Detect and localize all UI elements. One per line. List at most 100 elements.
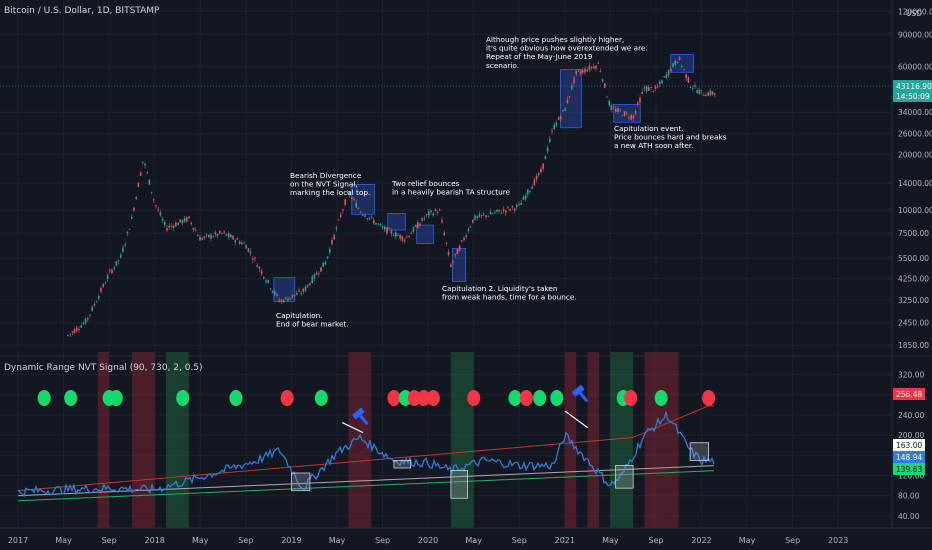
candle-body bbox=[513, 208, 516, 211]
candle-body bbox=[76, 327, 78, 331]
price-tick-label: 26000.00 bbox=[898, 130, 932, 139]
candle-body bbox=[267, 280, 269, 283]
candle-body bbox=[685, 74, 687, 79]
candle-body bbox=[296, 293, 298, 295]
candle-body bbox=[148, 179, 151, 185]
indicator-highlight-box bbox=[615, 465, 634, 489]
time-tick-label: May bbox=[55, 536, 72, 545]
candle-body bbox=[480, 215, 483, 216]
time-tick-label: May bbox=[739, 536, 756, 545]
price-tick-label: 5500.00 bbox=[898, 254, 929, 263]
candle-body bbox=[73, 329, 76, 334]
candle-body bbox=[483, 214, 485, 216]
candle-body bbox=[197, 234, 199, 237]
indicator-tick-label: 200.00 bbox=[898, 431, 924, 440]
nvt-value: 148.94 bbox=[896, 453, 922, 462]
candle-body bbox=[194, 230, 197, 231]
candle-body bbox=[432, 213, 434, 216]
candle-body bbox=[700, 90, 703, 92]
candle-body bbox=[696, 90, 698, 94]
candle-body bbox=[524, 195, 527, 200]
candle-body bbox=[568, 95, 571, 97]
candle-body bbox=[692, 88, 694, 89]
candle-body bbox=[269, 288, 272, 290]
candle-body bbox=[452, 261, 454, 263]
candle-body bbox=[412, 227, 415, 232]
candle-body bbox=[353, 199, 355, 200]
candle-body bbox=[584, 68, 586, 73]
candle-body bbox=[518, 203, 520, 205]
buy-signal-dot bbox=[176, 390, 190, 406]
countdown-label: 14:50:09 bbox=[896, 92, 930, 101]
candle-body bbox=[593, 66, 595, 69]
green-signal-zone bbox=[450, 352, 474, 528]
annotation-text: Bearish Divergence on the NVT Signal, mark… bbox=[290, 171, 370, 197]
candle-body bbox=[111, 269, 113, 274]
red-signal-zone bbox=[667, 352, 679, 528]
upper-band-badge: 256.48 bbox=[893, 388, 925, 400]
candle-body bbox=[399, 234, 401, 239]
candle-body bbox=[271, 290, 274, 293]
candle-body bbox=[555, 122, 558, 126]
candle-body bbox=[538, 173, 540, 175]
time-tick-label: May bbox=[192, 536, 209, 545]
candle-body bbox=[227, 233, 230, 237]
sell-signal-dot bbox=[407, 390, 421, 406]
candle-body bbox=[467, 229, 470, 232]
candle-body bbox=[146, 172, 148, 174]
mid-band-value: 163.00 bbox=[896, 441, 922, 450]
candle-body bbox=[476, 216, 478, 218]
candle-body bbox=[529, 190, 531, 192]
candle-body bbox=[348, 192, 351, 196]
candle-body bbox=[520, 203, 522, 205]
candle-body bbox=[122, 247, 124, 252]
candle-body bbox=[161, 218, 164, 221]
candle-body bbox=[243, 242, 245, 244]
candle-body bbox=[177, 222, 179, 226]
sell-signal-dot bbox=[426, 390, 440, 406]
indicator-title[interactable]: Dynamic Range NVT Signal (90, 730, 2, 0.… bbox=[4, 363, 203, 373]
candle-body bbox=[458, 245, 461, 251]
candle-body bbox=[337, 219, 340, 221]
time-tick-label: May bbox=[602, 536, 619, 545]
candle-body bbox=[606, 96, 608, 98]
candle-body bbox=[263, 276, 265, 279]
candle-body bbox=[676, 61, 679, 63]
candle-body bbox=[232, 235, 234, 240]
candle-body bbox=[577, 70, 580, 72]
currency-label: USD bbox=[906, 9, 922, 18]
time-tick-label: Sep bbox=[375, 536, 390, 545]
candle-body bbox=[588, 65, 591, 71]
indicator-highlight-box bbox=[290, 472, 311, 492]
price-axis[interactable]: 120000.00 90000.00 60000.00 34000.00 26000.0… bbox=[898, 7, 932, 521]
candle-body bbox=[318, 273, 320, 275]
lower-band-value: 139.63 bbox=[896, 465, 922, 474]
candle-body bbox=[542, 163, 544, 169]
annotation-text: Two relief bounces in a heavily bearish T… bbox=[391, 179, 511, 197]
price-tick-label: 60000.00 bbox=[898, 63, 932, 72]
candle-body bbox=[225, 234, 228, 236]
time-axis[interactable]: 2017 May Sep 2018 May Sep 2019 May Sep 2020 May Sep… bbox=[8, 536, 849, 545]
candle-body bbox=[205, 234, 208, 236]
candle-body bbox=[654, 86, 657, 89]
indicator-tick-label: 240.00 bbox=[898, 411, 924, 420]
candle-body bbox=[626, 112, 628, 114]
candle-body bbox=[381, 226, 384, 228]
candle-body bbox=[672, 63, 674, 68]
candle-body bbox=[98, 295, 100, 299]
candle-body bbox=[362, 214, 364, 216]
candle-body bbox=[661, 80, 663, 84]
candle-body bbox=[252, 258, 254, 260]
candle-body bbox=[170, 225, 173, 227]
candle-body bbox=[335, 227, 338, 230]
symbol-title[interactable]: Bitcoin / U.S. Dollar, 1D, BITSTAMP bbox=[4, 6, 160, 16]
candle-body bbox=[465, 235, 467, 237]
divergence-line bbox=[341, 422, 364, 434]
last-price-badge: 43116.90 14:50:09 bbox=[893, 80, 932, 102]
candle-body bbox=[575, 70, 577, 74]
candle-body bbox=[115, 260, 118, 266]
candle-body bbox=[236, 238, 239, 240]
time-tick-label: May bbox=[329, 536, 346, 545]
candle-body bbox=[612, 106, 615, 108]
candle-body bbox=[397, 235, 399, 236]
